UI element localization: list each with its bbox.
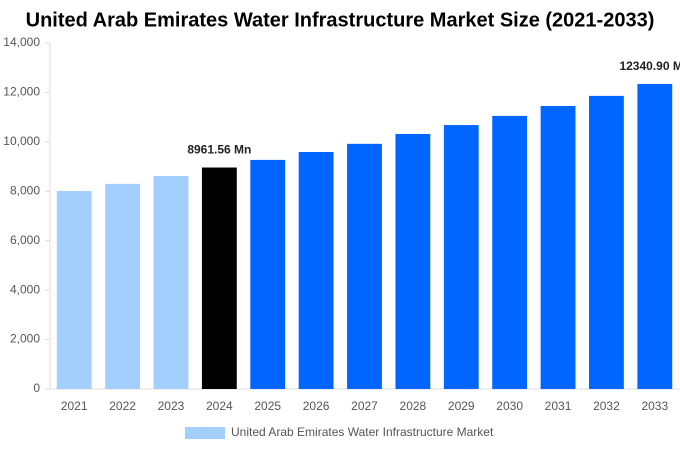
bar xyxy=(347,143,382,389)
y-tick-label: 4,000 xyxy=(10,282,40,296)
y-tick-label: 14,000 xyxy=(3,35,40,49)
x-tick-label: 2021 xyxy=(61,399,88,413)
x-tick-label: 2032 xyxy=(593,399,620,413)
x-tick-label: 2029 xyxy=(448,399,475,413)
x-tick-label: 2030 xyxy=(496,399,523,413)
y-tick-label: 2,000 xyxy=(10,332,40,346)
x-tick-label: 2031 xyxy=(545,399,572,413)
x-tick-label: 2028 xyxy=(400,399,427,413)
bar xyxy=(589,95,624,389)
x-tick-label: 2027 xyxy=(351,399,378,413)
bar xyxy=(153,175,189,389)
x-tick-label: 2022 xyxy=(109,399,136,413)
bar xyxy=(395,133,431,389)
legend-label: United Arab Emirates Water Infrastructur… xyxy=(231,425,494,439)
x-tick-label: 2026 xyxy=(303,399,330,413)
y-tick-label: 12,000 xyxy=(3,85,40,99)
bar xyxy=(540,106,576,390)
y-tick-label: 8,000 xyxy=(10,183,40,197)
bar xyxy=(443,125,479,390)
x-tick-label: 2033 xyxy=(641,399,668,413)
x-tick-label: 2025 xyxy=(254,399,281,413)
x-tick-label: 2024 xyxy=(206,399,233,413)
y-tick-label: 6,000 xyxy=(10,233,40,247)
x-tick-label: 2023 xyxy=(158,399,185,413)
bar xyxy=(250,159,286,389)
chart-title: United Arab Emirates Water Infrastructur… xyxy=(26,9,655,31)
bar xyxy=(201,167,237,389)
y-tick-label: 0 xyxy=(33,381,40,395)
bar xyxy=(56,191,92,389)
y-tick-label: 10,000 xyxy=(3,134,40,148)
legend-swatch xyxy=(185,427,225,439)
value-label: 8961.56 Mn xyxy=(187,143,251,157)
bar xyxy=(637,84,673,389)
bar xyxy=(105,183,140,389)
bar xyxy=(298,151,334,389)
bar xyxy=(492,115,528,390)
value-label: 12340.90 Mn xyxy=(619,59,680,73)
